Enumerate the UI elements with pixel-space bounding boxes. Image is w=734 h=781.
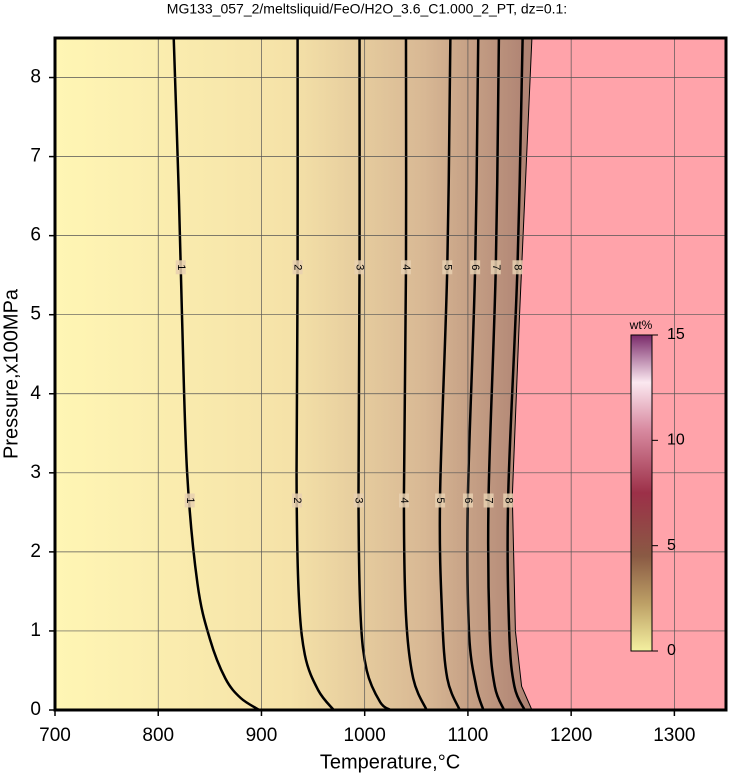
contour-label-bg: [292, 493, 303, 508]
contour-label: 5: [441, 264, 453, 270]
contour-label: 1: [184, 497, 196, 503]
y-tick-label: 6: [30, 225, 41, 246]
region: [511, 38, 726, 710]
contour-line: [438, 38, 461, 710]
x-tick-label: 700: [39, 725, 71, 746]
contour-label-bg: [175, 260, 186, 275]
contour-label-bg: [512, 260, 523, 275]
contour-label: 7: [490, 264, 502, 270]
y-axis-label: Pressure,x100MPa: [0, 288, 22, 459]
contour-label: 2: [291, 497, 303, 503]
contour-label: 3: [353, 497, 365, 503]
x-tick-label: 900: [246, 725, 278, 746]
contour-line: [172, 38, 261, 710]
contour-label-bg: [483, 493, 494, 508]
colorbar-tick-label: 0: [667, 642, 676, 659]
colorbar-tick-label: 10: [667, 432, 685, 449]
y-tick-label: 3: [30, 462, 41, 483]
contour-label-bg: [353, 493, 364, 508]
colorbar-tick-label: 5: [667, 537, 676, 554]
contour-line: [295, 38, 335, 710]
y-tick-label: 7: [30, 146, 41, 167]
contour-label-bg: [400, 260, 411, 275]
contour-label: 2: [292, 264, 304, 270]
y-tick-label: 5: [30, 304, 41, 325]
y-tick-label: 4: [30, 383, 41, 404]
contour-label: 8: [502, 497, 514, 503]
chart-title: MG133_057_2/meltsliquid/FeO/H2O_3.6_C1.0…: [167, 1, 567, 17]
x-tick-label: 1100: [447, 725, 488, 746]
contour-label: 7: [483, 497, 495, 503]
x-tick-label: 1200: [550, 725, 592, 746]
colorbar-label: wt%: [629, 318, 653, 332]
contour-label: 6: [469, 264, 481, 270]
x-axis-label: Temperature,°C: [320, 751, 460, 773]
contour-label: 5: [434, 497, 446, 503]
contour-label: 3: [354, 264, 366, 270]
contour-label: 8: [512, 264, 524, 270]
contour-label-bg: [435, 493, 446, 508]
contour-label-bg: [354, 260, 365, 275]
x-tick-label: 800: [142, 725, 174, 746]
plot-frame: [53, 36, 728, 712]
contour-label-bg: [398, 493, 409, 508]
y-tick-label: 1: [30, 620, 41, 641]
colorbar: [630, 334, 653, 652]
contour-label: 4: [400, 264, 412, 270]
y-tick-label: 8: [30, 67, 41, 88]
x-tick-label: 1300: [653, 725, 695, 746]
contour-label: 4: [398, 497, 410, 503]
contour-label-bg: [503, 493, 514, 508]
x-tick-label: 1000: [344, 725, 386, 746]
y-tick-label: 0: [30, 699, 41, 720]
contour-label-bg: [470, 260, 481, 275]
colorbar-tick-label: 15: [667, 326, 685, 343]
contour-label: 1: [175, 264, 187, 270]
contour-line: [402, 38, 428, 710]
y-tick-label: 2: [30, 541, 41, 562]
contour-label-bg: [490, 260, 501, 275]
contour-label-bg: [442, 260, 453, 275]
contour-label-bg: [184, 493, 195, 508]
contour-line: [357, 38, 392, 710]
contour-label-bg: [292, 260, 303, 275]
